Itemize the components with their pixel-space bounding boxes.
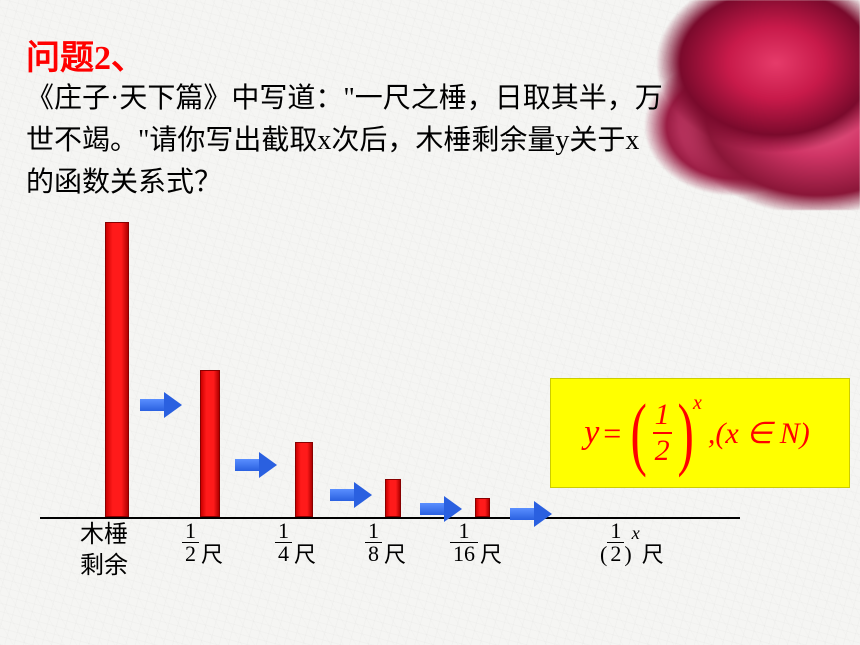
problem-text: 《庄子·天下篇》中写道："一尺之棰，日取其半，万世不竭。"请你写出截取x次后，木… [26, 78, 666, 204]
fraction-1-16: 1 16 [450, 520, 478, 565]
fraction-1-8: 1 8 [365, 520, 382, 565]
unit-chi-x: 尺 [642, 542, 664, 567]
axis-label-4: 1 16 尺 [450, 520, 502, 569]
axis-label-2: 1 4 尺 [275, 520, 316, 569]
axis-label-3: 1 8 尺 [365, 520, 406, 569]
axis-label-0-line2: 剩余 [80, 551, 128, 582]
arrow-0 [140, 392, 184, 418]
bar-1 [200, 370, 220, 517]
x-axis [40, 517, 740, 519]
bar-0 [105, 222, 129, 517]
right-paren: ) [677, 398, 693, 468]
bar-3 [385, 479, 401, 517]
fraction-1-4: 1 4 [275, 520, 292, 565]
formula-domain: ,(x ∈ N) [708, 416, 810, 451]
unit-chi-1: 尺 [201, 542, 223, 567]
formula-exp: x [693, 392, 702, 415]
fraction-1-2-x: 1 2 [607, 520, 624, 565]
problem-title: 问题2、 [26, 30, 145, 79]
axis-label-1: 1 2 尺 [182, 520, 223, 569]
formula-eq: = [603, 415, 621, 452]
fraction-1-2: 1 2 [182, 520, 199, 565]
exponent-x: x [632, 523, 640, 543]
formula: y = ( 1 2 ) x ,(x ∈ N) [584, 398, 810, 468]
unit-chi-4: 尺 [480, 542, 502, 567]
axis-label-0: 木棰 剩余 [80, 520, 128, 582]
left-paren: ( [631, 398, 647, 468]
arrow-2 [330, 482, 374, 508]
formula-fraction: 1 2 [653, 400, 672, 466]
unit-chi-3: 尺 [384, 542, 406, 567]
axis-labels: 木棰 剩余 1 2 尺 1 4 尺 1 8 尺 1 16 尺 ( 1 2 )x尺 [40, 520, 740, 610]
axis-label-x: ( 1 2 )x尺 [600, 520, 664, 569]
formula-y: y [584, 414, 599, 452]
bar-4 [475, 498, 490, 517]
formula-box: y = ( 1 2 ) x ,(x ∈ N) [550, 378, 850, 488]
axis-label-0-line1: 木棰 [80, 520, 128, 551]
arrow-1 [235, 452, 279, 478]
unit-chi-2: 尺 [294, 542, 316, 567]
arrow-3 [420, 496, 464, 522]
bar-2 [295, 442, 313, 517]
